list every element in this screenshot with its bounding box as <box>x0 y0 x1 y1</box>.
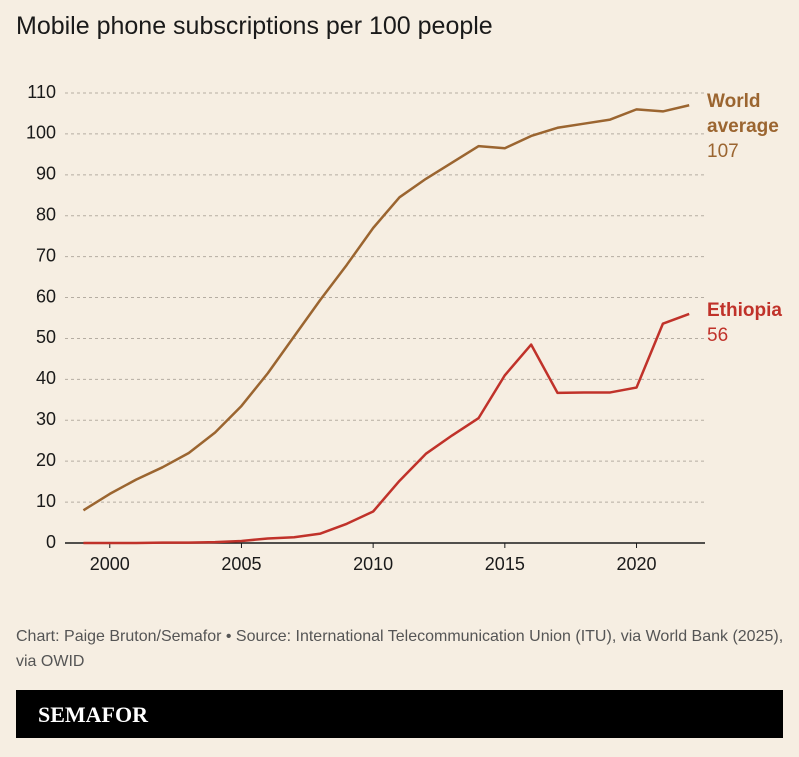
series-line <box>83 312 690 545</box>
y-tick-label: 10 <box>36 491 56 511</box>
y-tick-label: 0 <box>46 532 56 552</box>
y-tick-label: 30 <box>36 409 56 429</box>
y-tick-label: 100 <box>26 123 56 143</box>
brand-logo: SEMAFOR <box>38 702 148 727</box>
chart: 0 10 20 30 40 50 60 70 80 90 100 110 2000 2005 2010 201… <box>26 82 705 574</box>
y-tick-label: 60 <box>36 286 56 306</box>
end-value: 56 <box>707 324 729 346</box>
y-tick-label: 70 <box>36 245 56 265</box>
y-tick-label: 110 <box>27 82 56 102</box>
end-value: 107 <box>707 141 739 163</box>
y-tick-label: 50 <box>36 327 56 347</box>
series-line <box>82 104 690 512</box>
x-tick-label: 2015 <box>485 554 525 574</box>
x-tick-label: 2010 <box>353 554 393 574</box>
source-note: Chart: Paige Bruton/Semafor • Source: In… <box>16 628 784 670</box>
x-tick-label: 2020 <box>616 554 656 574</box>
y-tick-label: 40 <box>36 368 56 388</box>
end-label: World average 107 <box>707 89 785 164</box>
x-tick-label: 2000 <box>90 554 130 574</box>
end-label: Ethiopia 56 <box>707 298 785 348</box>
series-name: Ethiopia <box>707 299 782 321</box>
series-name: World average <box>707 91 779 138</box>
brand-bar: SEMAFOR <box>16 690 783 738</box>
chart-title: Mobile phone subscriptions per 100 peopl… <box>16 12 493 40</box>
y-tick-label: 20 <box>36 450 56 470</box>
y-tick-label: 80 <box>36 204 56 224</box>
x-tick-label: 2005 <box>221 554 261 574</box>
y-tick-label: 90 <box>36 164 56 184</box>
